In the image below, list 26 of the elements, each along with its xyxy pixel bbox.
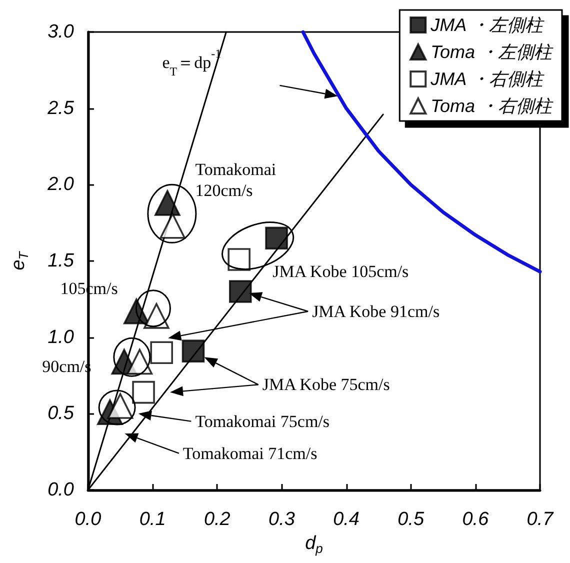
y-tick-label: 1.5 [48,250,74,272]
annotation: Tomakomai 120cm/s [195,160,276,200]
y-tick-label: 3.0 [48,22,74,42]
x-tick-label: 0.7 [526,509,555,530]
y-tick-label: 2.0 [46,174,74,196]
y-tick-label: 0.0 [48,480,74,500]
annotation: JMA Kobe 91cm/s [312,302,440,321]
x-tick-label: 0.3 [268,509,296,530]
y-tick-label: 2.5 [46,98,74,119]
legend-label: Toma ・左側柱 [430,42,554,62]
x-tick-label: 0.0 [74,509,102,530]
annotation: JMA Kobe 75cm/s [262,375,390,394]
annotation: JMA Kobe 105cm/s [272,262,409,282]
annotation: Tomakomai 71cm/s [182,444,318,463]
x-tick-label: 0.1 [139,509,166,530]
y-tick-label: 1.0 [48,326,74,348]
x-tick-label: 0.2 [204,509,231,530]
legend-label: Toma ・右側柱 [430,96,554,116]
x-tick-label: 0.5 [398,509,424,530]
y-tick-label: 0.5 [48,403,74,424]
x-tick-label: 0.6 [462,509,490,530]
y-axis-title: eT [8,250,31,270]
annotation: Tomakomai 75cm/s [195,412,330,431]
legend-label: JMA ・右側柱 [430,69,545,89]
legend-label: JMA ・左側柱 [430,15,545,35]
x-tick-label: 0.4 [333,509,360,530]
